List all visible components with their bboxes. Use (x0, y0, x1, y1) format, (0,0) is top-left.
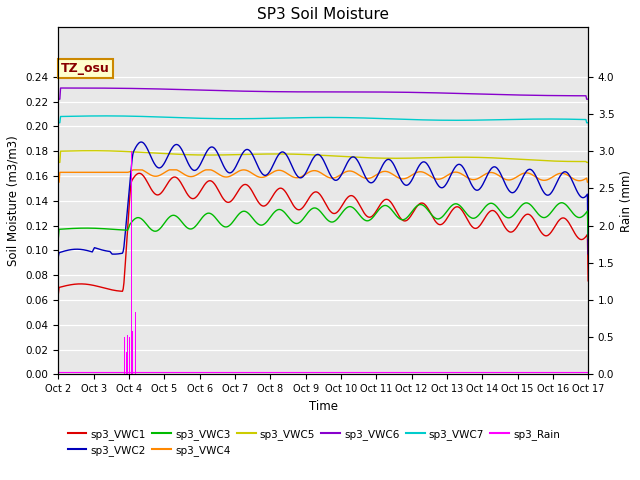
Bar (129, 337, 130, 374)
Bar (124, 337, 125, 374)
Bar (132, 331, 133, 374)
Legend: sp3_VWC1, sp3_VWC2, sp3_VWC3, sp3_VWC4, sp3_VWC5, sp3_VWC6, sp3_VWC7, sp3_Rain: sp3_VWC1, sp3_VWC2, sp3_VWC3, sp3_VWC4, … (63, 425, 564, 460)
Bar (125, 352, 127, 374)
Y-axis label: Rain (mm): Rain (mm) (620, 170, 633, 232)
Y-axis label: Soil Moisture (m3/m3): Soil Moisture (m3/m3) (7, 135, 20, 266)
Bar (127, 335, 129, 374)
Title: SP3 Soil Moisture: SP3 Soil Moisture (257, 7, 389, 22)
Bar (131, 343, 132, 374)
Bar (135, 312, 136, 374)
X-axis label: Time: Time (308, 400, 338, 413)
Text: TZ_osu: TZ_osu (61, 62, 110, 75)
